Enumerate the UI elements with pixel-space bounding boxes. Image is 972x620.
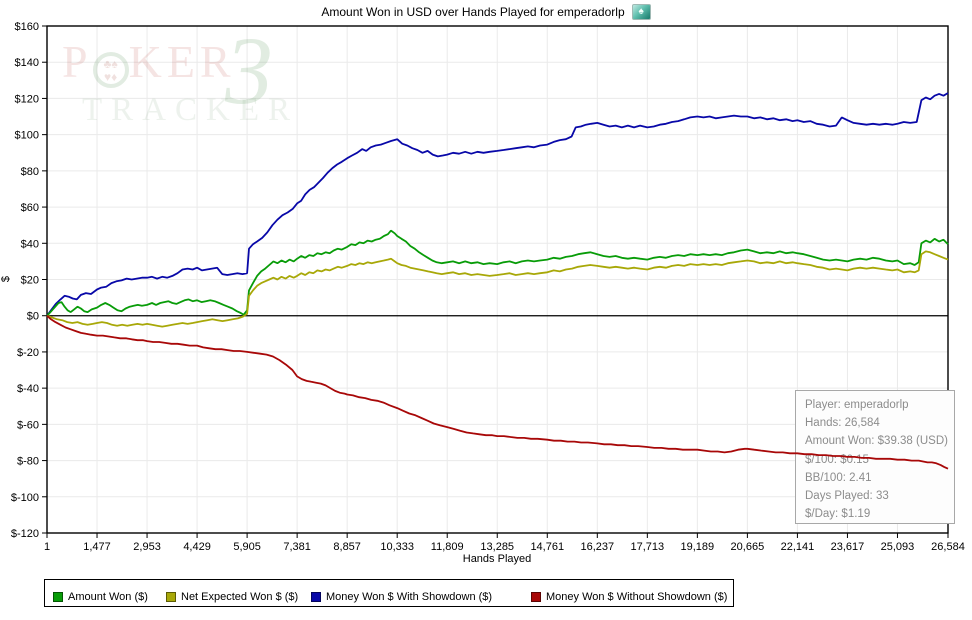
y-tick-label: $-80 (17, 456, 39, 468)
y-tick-label: $80 (21, 166, 39, 178)
y-tick-label: $140 (15, 57, 39, 69)
x-tick-label: 25,093 (881, 541, 915, 553)
legend-item: Amount Won ($) (53, 588, 148, 603)
x-tick-label: 1 (44, 541, 50, 553)
x-tick-label: 22,141 (781, 541, 815, 553)
legend-swatch-icon (53, 592, 63, 602)
x-tick-label: 8,857 (333, 541, 361, 553)
y-tick-label: $120 (15, 93, 39, 105)
x-tick-label: 2,953 (133, 541, 161, 553)
x-tick-label: 13,285 (480, 541, 514, 553)
stats-line: Hands: 26,584 (805, 417, 880, 430)
x-tick-label: 11,809 (431, 541, 464, 553)
y-tick-label: $0 (27, 311, 39, 323)
x-tick-label: 23,617 (831, 541, 865, 553)
stats-line: Amount Won: $39.38 (USD) (805, 435, 948, 448)
legend-item: Money Won $ With Showdown ($) (311, 588, 493, 603)
x-tick-label: 5,905 (233, 541, 261, 553)
x-tick-label: 17,713 (630, 541, 664, 553)
x-axis-title: Hands Played (462, 553, 532, 565)
y-tick-label: $-40 (17, 383, 39, 395)
y-tick-label: $20 (21, 275, 39, 287)
y-tick-label: $160 (15, 21, 39, 33)
x-tick-label: 19,189 (681, 541, 715, 553)
stats-line: Player: emperadorlp (805, 399, 909, 411)
legend-label: Net Expected Won $ ($) (181, 591, 299, 603)
x-tick-label: 1,477 (83, 541, 111, 553)
legend-swatch-icon (311, 592, 321, 602)
pokertracker-spade-icon: ♠ (631, 3, 651, 20)
x-tick-label: 16,237 (580, 541, 614, 553)
y-tick-label: $60 (21, 202, 39, 214)
legend-label: Money Won $ With Showdown ($) (326, 591, 493, 603)
stats-line: $/100: $0.15 (805, 453, 869, 466)
y-tick-label: $-20 (17, 347, 39, 359)
x-tick-label: 26,584 (931, 541, 965, 553)
stats-line: BB/100: 2.41 (805, 471, 872, 484)
legend-box: Amount Won ($) Net Expected Won $ ($) Mone… (44, 579, 734, 607)
x-tick-label: 4,429 (183, 541, 211, 553)
stats-line: Days Played: 33 (805, 490, 889, 503)
x-tick-label: 20,665 (731, 541, 765, 553)
stats-line: $/Day: $1.19 (805, 508, 871, 521)
legend-swatch-icon (531, 592, 541, 602)
x-tick-label: 7,381 (283, 541, 311, 553)
x-tick-label: 14,761 (530, 541, 564, 553)
y-tick-label: $100 (15, 130, 39, 142)
legend-label: Money Won $ Without Showdown ($) (546, 591, 728, 603)
legend-swatch-icon (166, 592, 176, 602)
y-tick-label: $-100 (11, 492, 39, 504)
session-stats-box: Player: emperadorlp Hands: 26,584 Amount W… (795, 390, 955, 524)
chart-title: Amount Won in USD over Hands Played for … (321, 4, 625, 19)
legend-item: Money Won $ Without Showdown ($) (531, 588, 728, 603)
y-tick-label: $40 (21, 238, 39, 250)
x-tick-label: 10,333 (380, 541, 414, 553)
y-tick-label: $-120 (11, 528, 39, 540)
chart-title-row: Amount Won in USD over Hands Played for … (0, 3, 972, 21)
y-tick-label: $-60 (17, 419, 39, 431)
legend-label: Amount Won ($) (68, 591, 148, 603)
y-axis-title: $ (0, 275, 12, 283)
legend-item: Net Expected Won $ ($) (166, 588, 299, 603)
